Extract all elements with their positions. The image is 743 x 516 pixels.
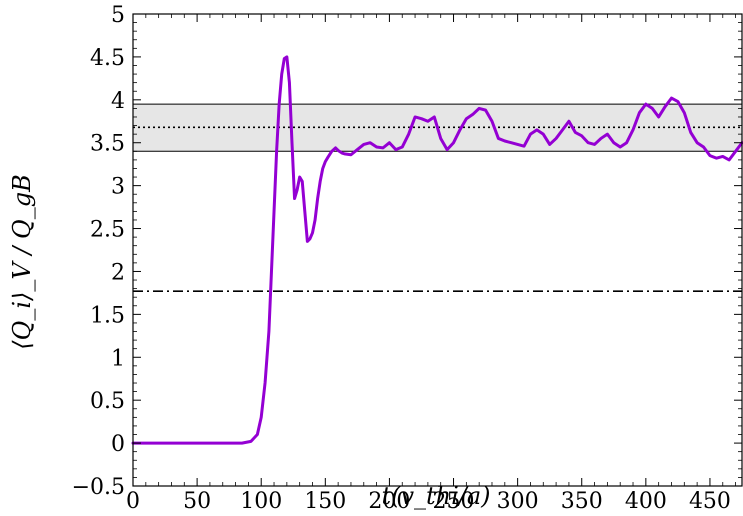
y-tick-label: 3 xyxy=(111,175,125,200)
y-tick-label: 3.5 xyxy=(90,132,125,157)
y-tick-label: 5 xyxy=(111,3,125,28)
x-tick-label: 50 xyxy=(183,489,211,514)
x-tick-label: 450 xyxy=(689,489,731,514)
series-layer xyxy=(131,55,743,445)
y-tick-label: 2 xyxy=(111,260,125,285)
y-tick-label: 2.5 xyxy=(90,218,125,243)
x-tick-label: 100 xyxy=(240,489,282,514)
x-tick-label: 0 xyxy=(126,489,140,514)
y-tick-label: −0.5 xyxy=(72,475,125,500)
y-axis-label: ⟨Q_i⟩_V / Q_gB xyxy=(8,174,36,349)
y-tick-label: 0.5 xyxy=(90,389,125,414)
y-tick-label: 1.5 xyxy=(90,303,125,328)
y-axis-ticks: −0.5 0 0.5 1 1.5 2 2.5 3 3.5 4 4.5 5 xyxy=(72,3,742,500)
y-tick-label: 0 xyxy=(111,432,125,457)
x-tick-label: 200 xyxy=(368,489,410,514)
plot-frame xyxy=(132,13,743,487)
x-axis-label: t(v_thi/a) xyxy=(381,482,490,510)
y-tick-label: 1 xyxy=(111,346,125,371)
series-line xyxy=(131,55,743,445)
y-tick-label: 4 xyxy=(111,89,125,114)
y-tick-label: 4.5 xyxy=(90,46,125,71)
x-axis-ticks: 0 50 100 150 200 250 300 350 400 450 xyxy=(126,14,736,514)
x-tick-label: 250 xyxy=(433,489,475,514)
x-tick-label: 350 xyxy=(561,489,603,514)
x-tick-label: 400 xyxy=(625,489,667,514)
x-tick-label: 300 xyxy=(497,489,539,514)
reference-lines-layer xyxy=(133,103,742,292)
x-tick-label: 150 xyxy=(304,489,346,514)
